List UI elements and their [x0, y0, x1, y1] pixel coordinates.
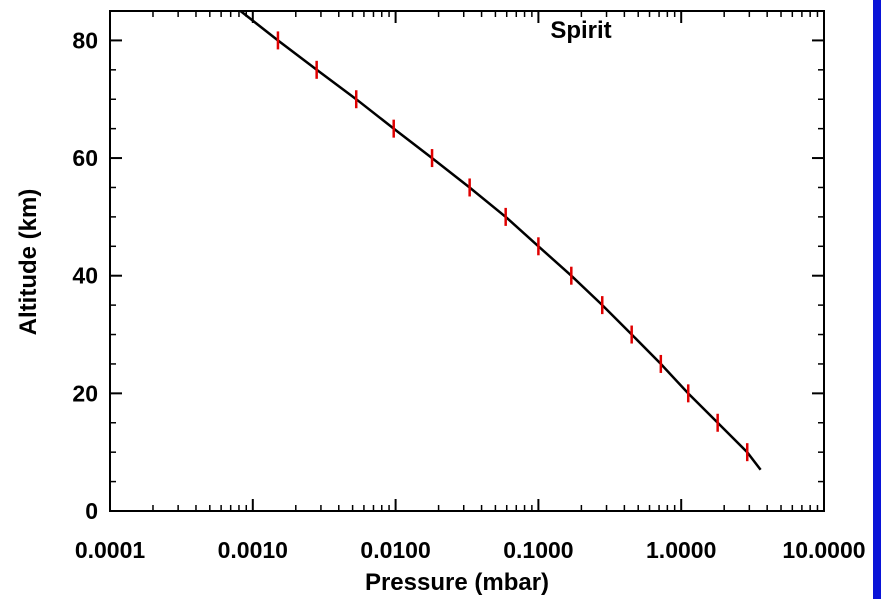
x-tick-labels: 0.0001 0.0010 0.0100 0.1000 1.0000 10.0000 [75, 537, 866, 563]
y-tick-label: 60 [72, 145, 98, 171]
y-tick-label: 40 [72, 263, 98, 289]
x-tick-label: 10.0000 [782, 537, 865, 563]
x-tick-label: 1.0000 [646, 537, 716, 563]
x-tick-label: 0.1000 [503, 537, 573, 563]
y-tick-label: 20 [72, 380, 98, 406]
y-tick-labels: 0 20 40 60 80 [72, 27, 98, 524]
y-tick-label: 80 [72, 27, 98, 53]
altitude-curve [239, 10, 762, 471]
x-tick-label: 0.0001 [75, 537, 146, 563]
y-tick-label: 0 [85, 498, 98, 524]
x-tick-label: 0.0010 [218, 537, 288, 563]
chart-annotation: Spirit [550, 17, 611, 44]
x-axis-title: Pressure (mbar) [365, 569, 549, 596]
x-tick-label: 0.0100 [360, 537, 430, 563]
y-axis-title: Altitude (km) [15, 189, 42, 336]
data-markers [276, 31, 749, 462]
right-edge-bar [873, 0, 881, 599]
major-ticks [109, 11, 825, 512]
minor-ticks [110, 10, 824, 511]
plot-frame [109, 10, 825, 512]
